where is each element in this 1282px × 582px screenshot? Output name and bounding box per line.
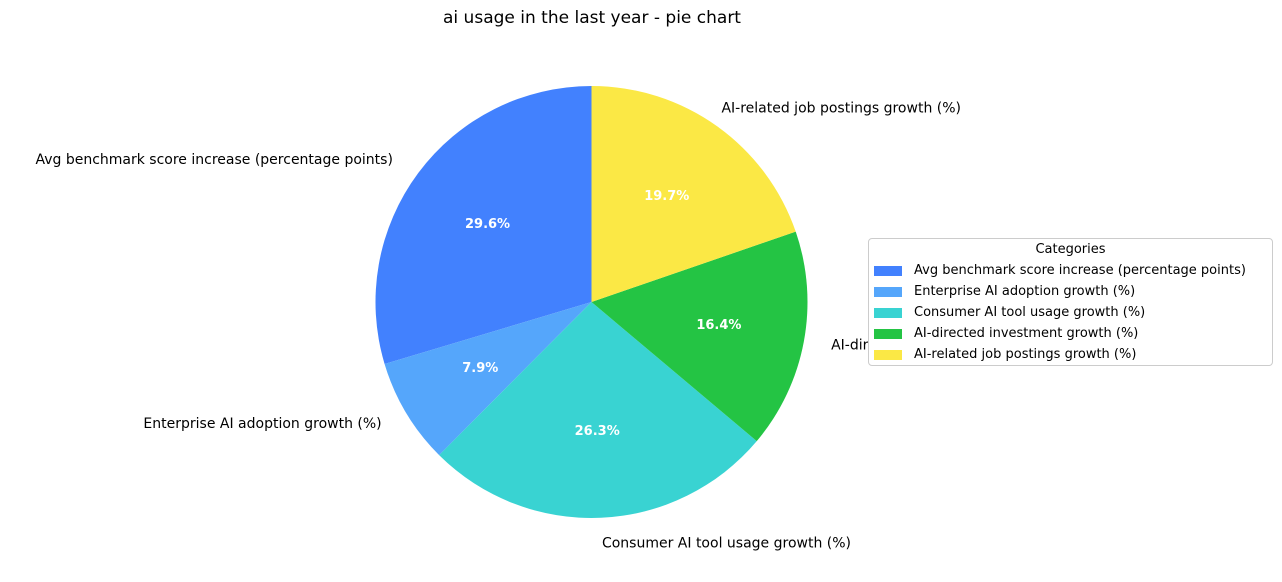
- legend-swatch: [874, 349, 902, 360]
- legend-item: Avg benchmark score increase (percentage…: [869, 260, 1272, 281]
- legend-item: Enterprise AI adoption growth (%): [869, 281, 1272, 302]
- slice-percent-label: 7.9%: [462, 361, 498, 376]
- legend-swatch: [874, 307, 902, 318]
- legend: Categories Avg benchmark score increase …: [868, 238, 1273, 366]
- pie-slice: [375, 86, 592, 364]
- pie-slice: [439, 302, 757, 518]
- pie-slice: [384, 302, 592, 456]
- slice-percent-label: 26.3%: [575, 424, 620, 439]
- slice-category-label: Consumer AI tool usage growth (%): [602, 535, 851, 551]
- legend-swatch: [874, 265, 902, 276]
- legend-label: Enterprise AI adoption growth (%): [914, 284, 1136, 299]
- legend-title: Categories: [1035, 242, 1106, 257]
- pie-slice: [591, 86, 796, 302]
- legend-items: Avg benchmark score increase (percentage…: [869, 260, 1272, 365]
- slice-category-label: Enterprise AI adoption growth (%): [143, 416, 381, 432]
- chart-title: ai usage in the last year - pie chart: [443, 8, 741, 28]
- legend-swatch: [874, 328, 902, 339]
- legend-label: Consumer AI tool usage growth (%): [914, 305, 1146, 320]
- legend-item: Consumer AI tool usage growth (%): [869, 302, 1272, 323]
- pie-slice: [591, 231, 808, 442]
- legend-swatch: [874, 286, 902, 297]
- slice-percent-label: 29.6%: [465, 217, 510, 232]
- slice-percent-label: 16.4%: [696, 318, 741, 333]
- slice-percent-label: 19.7%: [644, 189, 689, 204]
- legend-item: AI-related job postings growth (%): [869, 344, 1272, 365]
- slice-category-label: AI-related job postings growth (%): [721, 101, 961, 117]
- legend-item: AI-directed investment growth (%): [869, 323, 1272, 344]
- legend-label: AI-related job postings growth (%): [914, 347, 1137, 362]
- slice-category-label: Avg benchmark score increase (percentage…: [35, 152, 392, 168]
- legend-label: Avg benchmark score increase (percentage…: [914, 263, 1246, 278]
- legend-label: AI-directed investment growth (%): [914, 326, 1139, 341]
